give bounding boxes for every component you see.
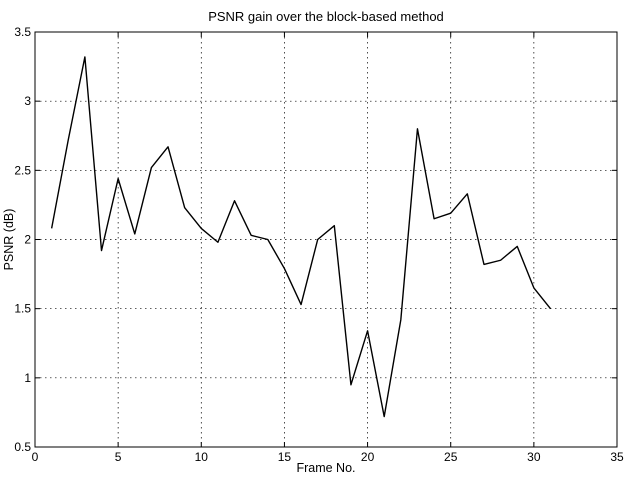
y-tick-label: 3.5 xyxy=(14,25,31,39)
y-tick-label: 2.5 xyxy=(14,163,31,177)
x-tick-label: 35 xyxy=(610,450,624,464)
y-tick-label: 3 xyxy=(24,94,31,108)
x-tick-label: 25 xyxy=(444,450,458,464)
y-tick-labels: 0.5 1 1.5 2 2.5 3 3.5 xyxy=(14,25,31,454)
axis-ticks xyxy=(34,31,618,448)
x-tick-labels: 0 5 10 15 20 25 30 35 xyxy=(32,450,624,464)
chart-title: PSNR gain over the block-based method xyxy=(208,9,444,24)
x-tick-label: 20 xyxy=(361,450,375,464)
x-tick-label: 5 xyxy=(115,450,122,464)
x-axis-label: Frame No. xyxy=(296,461,355,475)
series-line xyxy=(50,56,552,418)
y-tick-label: 2 xyxy=(24,233,31,247)
x-tick-label: 10 xyxy=(195,450,209,464)
x-tick-label: 0 xyxy=(32,450,39,464)
data-points xyxy=(50,55,552,418)
grid xyxy=(35,32,617,447)
y-tick-label: 1.5 xyxy=(14,302,31,316)
x-tick-label: 15 xyxy=(278,450,292,464)
x-tick-label: 30 xyxy=(527,450,541,464)
y-axis-label: PSNR (dB) xyxy=(2,209,16,271)
y-tick-label: 1 xyxy=(24,371,31,385)
y-tick-label: 0.5 xyxy=(14,440,31,454)
